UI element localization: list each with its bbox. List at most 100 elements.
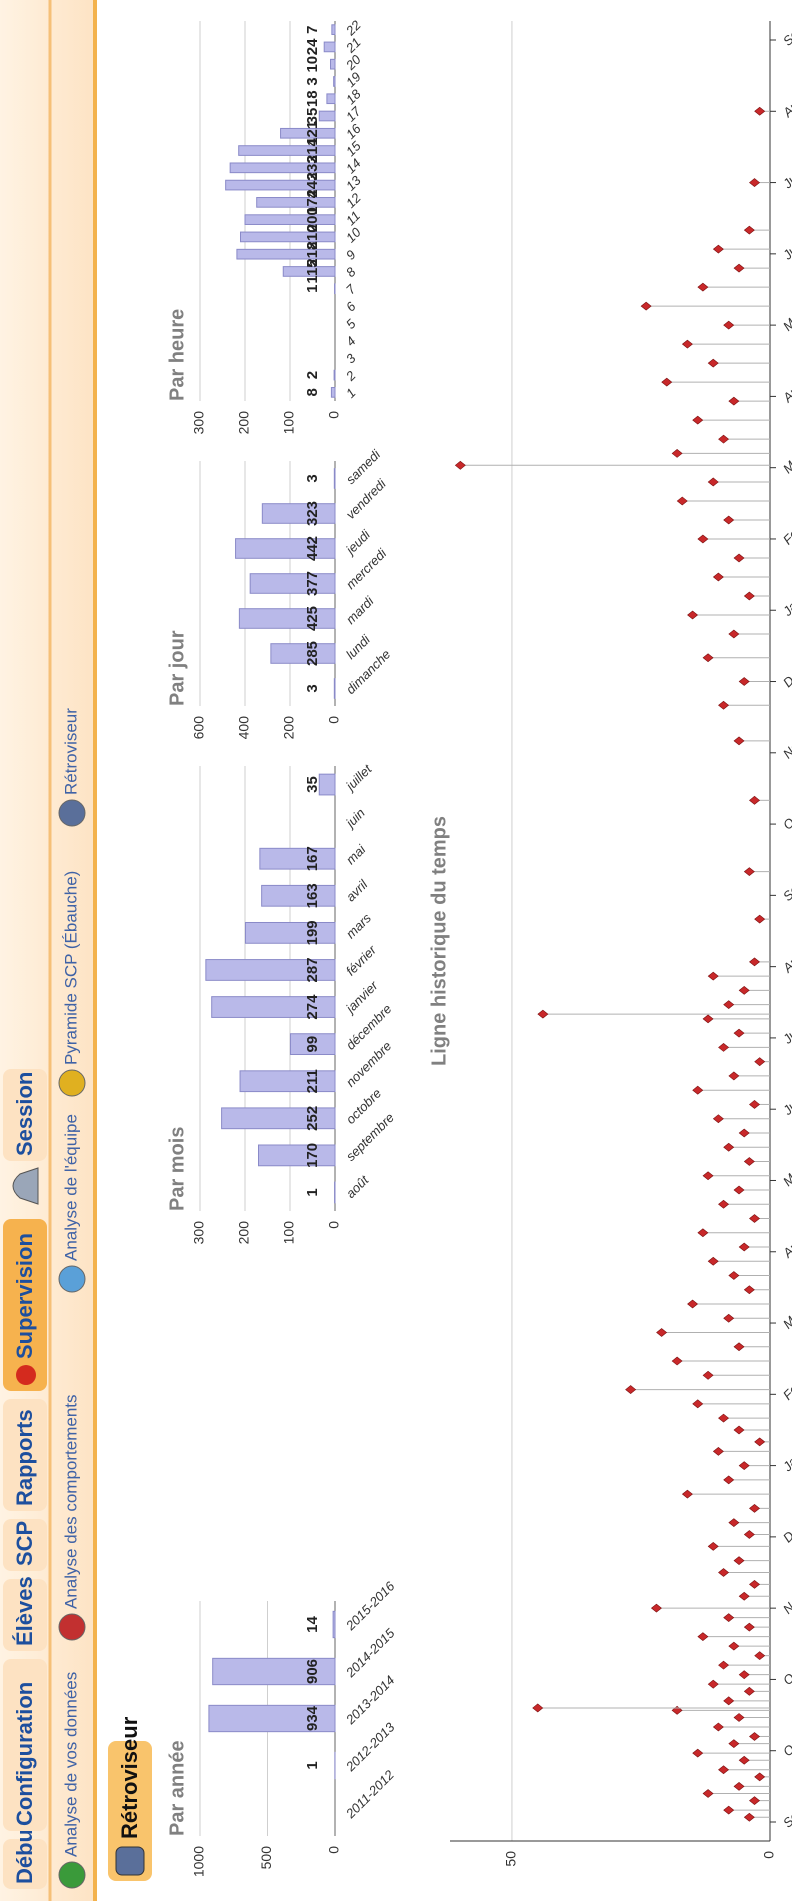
event-point xyxy=(712,572,770,582)
x-tick-label: lundi xyxy=(343,631,374,662)
x-tick-label: mai xyxy=(343,841,369,867)
event-point xyxy=(743,867,770,876)
event-point xyxy=(743,591,770,601)
diamond xyxy=(707,1541,719,1551)
diamond xyxy=(692,415,704,425)
sub-nav-link[interactable]: Analyse de vos données xyxy=(61,1672,80,1857)
diamond xyxy=(743,1812,755,1822)
sub-nav-link[interactable]: Analyse de l'équipe xyxy=(61,1114,80,1261)
bar xyxy=(333,369,336,381)
bar xyxy=(238,145,336,156)
event-point xyxy=(723,515,770,525)
event-point xyxy=(640,301,770,311)
event-point xyxy=(749,178,770,187)
y-tick-label: 100 xyxy=(281,411,297,435)
bar xyxy=(330,58,336,70)
bar xyxy=(208,1704,336,1733)
event-point xyxy=(743,1530,770,1539)
x-tick-label: 22 xyxy=(342,17,364,39)
event-point xyxy=(712,1722,770,1732)
x-tick-label: juillet xyxy=(342,761,376,795)
event-point xyxy=(728,1271,770,1280)
x-tick-label: May-24 xyxy=(780,292,792,333)
event-point xyxy=(728,1518,770,1528)
diamond xyxy=(718,1043,730,1052)
section-header-box xyxy=(108,1741,152,1881)
event-point xyxy=(749,1503,770,1513)
diamond xyxy=(676,496,688,506)
x-tick-label: Feb-22 xyxy=(780,507,792,547)
event-point xyxy=(749,1796,770,1805)
diamond xyxy=(681,339,693,349)
data-label: 1 xyxy=(304,285,321,293)
x-tick-label: Aug-22 xyxy=(779,79,792,121)
event-point xyxy=(681,1489,770,1499)
event-point xyxy=(733,1342,770,1352)
chart-title: Par année xyxy=(166,1740,188,1836)
diamond xyxy=(723,1475,735,1485)
event-point xyxy=(723,1613,770,1623)
data-label: 377 xyxy=(304,571,321,596)
bar xyxy=(238,608,336,629)
bell-icon xyxy=(12,1167,39,1205)
data-label: 18 xyxy=(304,90,321,107)
x-tick-label: Mar-25 xyxy=(780,436,792,476)
data-label: 210 xyxy=(304,224,321,249)
tab-bg xyxy=(3,1839,47,1889)
diamond xyxy=(743,1157,755,1166)
event-point xyxy=(733,1028,770,1038)
bar xyxy=(258,1144,336,1167)
x-tick-label: 2011-2012 xyxy=(342,1767,397,1822)
sub-nav-link[interactable]: Rétroviseur xyxy=(61,708,80,795)
data-label: 906 xyxy=(304,1659,321,1684)
diamond xyxy=(754,1057,766,1067)
event-point xyxy=(738,677,770,686)
x-tick-label: 9 xyxy=(343,247,359,263)
data-label: 8 xyxy=(304,388,321,396)
diamond xyxy=(723,515,735,525)
diamond xyxy=(749,957,760,967)
x-tick-label: 7 xyxy=(343,281,359,297)
event-point xyxy=(718,1413,770,1423)
event-point xyxy=(718,700,770,710)
event-point xyxy=(718,1199,770,1209)
nav-tab[interactable]: SCP xyxy=(12,1521,37,1566)
diamond xyxy=(738,1670,750,1680)
data-label: 274 xyxy=(304,994,321,1020)
tab-bg xyxy=(3,1519,47,1571)
x-tick-label: juin xyxy=(342,805,368,831)
diamond xyxy=(749,178,760,187)
event-point xyxy=(754,1057,770,1067)
event-point xyxy=(754,1651,770,1661)
event-point xyxy=(702,1014,770,1024)
nav-tab[interactable]: Session xyxy=(12,1072,37,1156)
nav-tab[interactable]: Supervision xyxy=(12,1233,37,1359)
diamond xyxy=(718,1413,730,1423)
x-tick-label: 8 xyxy=(343,264,359,280)
x-tick-label: 3 xyxy=(343,350,359,366)
x-tick-label: 2 xyxy=(342,367,359,384)
event-point xyxy=(723,1313,770,1323)
event-point xyxy=(738,1128,770,1138)
nav-tab[interactable]: Élèves xyxy=(12,1576,37,1646)
diamond xyxy=(687,610,699,620)
event-point xyxy=(754,1772,770,1782)
nav-tab[interactable]: Rapports xyxy=(12,1409,37,1506)
sub-icon xyxy=(58,1861,86,1889)
x-tick-label: 2015-2016 xyxy=(342,1578,398,1634)
data-label: 425 xyxy=(304,606,321,631)
y-tick-label: 0 xyxy=(326,411,342,419)
event-point xyxy=(738,1461,770,1470)
x-tick-label: Nov-24 xyxy=(780,721,792,761)
bar xyxy=(333,468,336,489)
sub-nav-link[interactable]: Analyse des comportements xyxy=(61,1395,80,1610)
sub-nav-link[interactable]: Pyramide SCP (Ébauche) xyxy=(61,871,80,1065)
event-point xyxy=(702,653,770,663)
mirror-icon xyxy=(115,1846,145,1876)
nav-tab[interactable]: Début xyxy=(12,1821,37,1884)
diamond xyxy=(723,1805,735,1815)
data-label: 167 xyxy=(304,846,321,871)
x-tick-label: Aug-27 xyxy=(779,934,792,976)
nav-tab[interactable]: Configuration xyxy=(12,1682,37,1826)
bar xyxy=(236,248,336,260)
